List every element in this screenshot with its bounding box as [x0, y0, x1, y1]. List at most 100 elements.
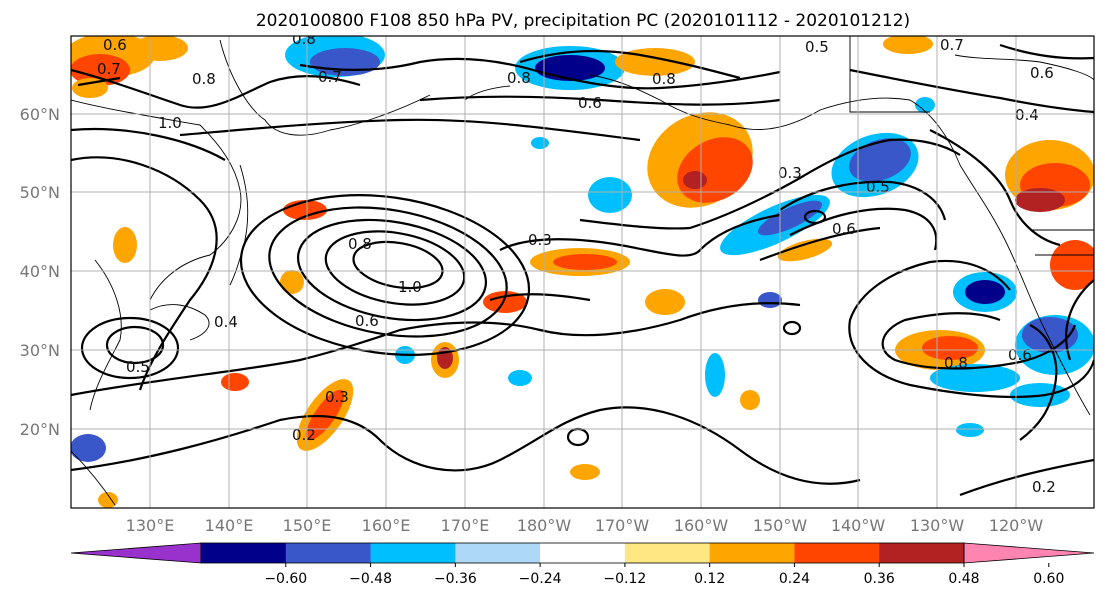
contour-label: 0.7 [940, 36, 964, 54]
lon-label: 160°W [674, 516, 729, 535]
lon-label: 130°E [126, 516, 175, 535]
lon-label: 180°W [517, 516, 572, 535]
shade-patch [740, 390, 760, 410]
lat-label: 40°N [20, 262, 60, 281]
pv-contour [782, 320, 802, 336]
lat-label: 50°N [20, 183, 60, 202]
contour-label: 0.3 [528, 231, 552, 249]
pv-contour [179, 118, 641, 142]
shade-patch [645, 289, 685, 315]
pv-contour [296, 218, 488, 322]
shade-patch [930, 364, 1020, 392]
contour-label: 0.6 [832, 220, 856, 238]
pv-contour [759, 226, 881, 262]
colorbar-tick-label: 0.60 [1033, 571, 1064, 587]
shade-patch [531, 137, 549, 149]
pv-contour [489, 293, 591, 302]
colorbar-tick-label: −0.60 [264, 571, 307, 587]
lon-label: 150°W [753, 516, 808, 535]
lat-label: 30°N [20, 341, 60, 360]
contour-label: 0.5 [805, 38, 829, 56]
colorbar-segment [455, 543, 541, 563]
shade-patch [1022, 317, 1078, 353]
colorbar-tick-label: 0.36 [864, 571, 895, 587]
map-panel: 0.6 0.7 0.8 1.0 0.8 0.7 0.8 0.6 0.5 0.7 … [70, 30, 1095, 509]
pv-contour [779, 180, 947, 221]
coastline [849, 36, 930, 113]
shade-patch [508, 370, 532, 386]
colorbar-tick-label: 0.48 [948, 571, 979, 587]
lon-label: 130°W [910, 516, 965, 535]
colorbar-frame [200, 542, 965, 564]
pv-contour [803, 209, 827, 225]
colorbar-extend-low [70, 542, 202, 564]
shade-patch [483, 291, 527, 313]
contour-label: 1.0 [158, 114, 182, 132]
shade-patch [758, 292, 782, 308]
shade-patch [1050, 240, 1094, 290]
shade-patch [777, 238, 833, 262]
pv-contour [77, 76, 121, 87]
pv-contour [519, 49, 741, 80]
shade-patch [553, 254, 617, 270]
colorbar-segment [370, 543, 456, 563]
pv-contour [352, 240, 444, 290]
pv-contour [71, 68, 361, 109]
pv-contour [999, 43, 1094, 60]
shade-patch [922, 336, 978, 360]
coastline [954, 54, 1094, 81]
pv-contour [71, 127, 226, 161]
coastline [219, 39, 431, 136]
lon-label: 170°W [595, 516, 650, 535]
colorbar-segment [709, 543, 795, 563]
pv-contour [71, 302, 801, 397]
colorbar: −0.60 −0.48 −0.36 −0.24 −0.12 0.12 0.24 0.36 0.4… [70, 542, 1095, 587]
shade-patch [965, 280, 1005, 304]
contour-label: 0.7 [318, 68, 342, 86]
coastline [71, 450, 116, 506]
colorbar-segment [794, 543, 880, 563]
shade-patch [221, 373, 249, 391]
lon-label: 140°E [205, 516, 254, 535]
contour-label: 0.3 [325, 388, 349, 406]
colorbar-tick-label: 0.24 [779, 571, 810, 587]
colorbar-tick-label: −0.24 [519, 571, 562, 587]
shade-patch [132, 36, 188, 61]
coastline [89, 259, 122, 411]
lon-label: 170°E [441, 516, 490, 535]
pv-contour [579, 138, 961, 230]
map-title: 2020100800 F108 850 hPa PV, precipitatio… [256, 11, 910, 31]
contour-label: 1.0 [398, 278, 422, 296]
colorbar-segment [285, 543, 372, 563]
contour-label: 0.2 [292, 426, 316, 444]
shade-patch [71, 434, 106, 462]
contour-labels: 0.6 0.7 0.8 1.0 0.8 0.7 0.8 0.6 0.5 0.7 … [97, 30, 1056, 496]
colorbar-extend-high [963, 542, 1095, 564]
lon-label: 120°W [989, 516, 1044, 535]
pv-contour [499, 213, 781, 257]
contour-label: 0.8 [192, 70, 216, 88]
pv-contour [959, 458, 1094, 497]
lon-labels: 130°E 140°E 150°E 160°E 170°E 180°W 170°… [126, 516, 1044, 535]
shade-patch [570, 464, 600, 480]
contour-label: 0.4 [214, 313, 238, 331]
shade-patch [280, 270, 304, 294]
pv-contour [848, 259, 1094, 399]
colorbar-segment [624, 543, 711, 563]
pv-contour [299, 57, 781, 90]
contour-label: 0.8 [292, 30, 316, 48]
shade-patch [705, 353, 725, 397]
lat-label: 60°N [20, 105, 60, 124]
colorbar-segment [201, 543, 287, 563]
lon-label: 150°E [283, 516, 332, 535]
colorbar-tick-label: 0.12 [694, 571, 725, 587]
lat-labels: 60°N 50°N 40°N 30°N 20°N [20, 105, 60, 439]
pv-contour [419, 95, 781, 106]
pv-contour [929, 129, 1061, 247]
coastline [229, 164, 249, 286]
coastline [71, 99, 242, 301]
pv-contours [71, 43, 1094, 497]
contour-label: 0.8 [507, 69, 531, 87]
pv-contour [268, 206, 508, 338]
